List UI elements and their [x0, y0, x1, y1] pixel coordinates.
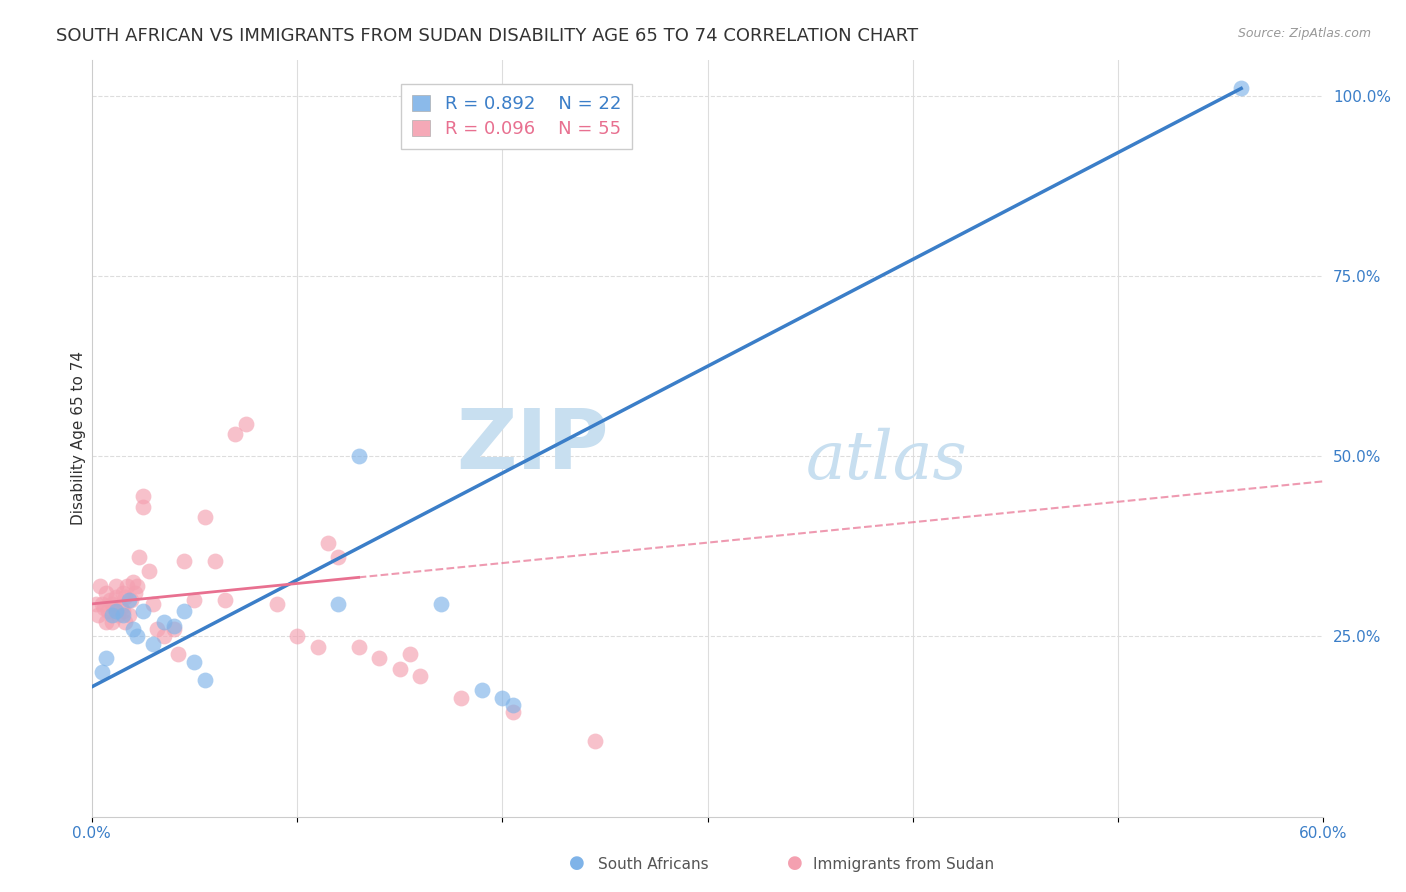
Point	[107, 607, 129, 622]
Point	[105, 579, 128, 593]
Point	[399, 648, 422, 662]
Point	[96, 586, 118, 600]
Point	[125, 629, 148, 643]
Point	[105, 590, 128, 604]
Point	[121, 622, 143, 636]
Point	[429, 597, 451, 611]
Point	[316, 535, 339, 549]
Point	[583, 734, 606, 748]
Text: Immigrants from Sudan: Immigrants from Sudan	[813, 857, 994, 872]
Point	[163, 622, 186, 636]
Point	[115, 579, 138, 593]
Point	[101, 597, 124, 611]
Point	[114, 615, 136, 629]
Point	[118, 593, 141, 607]
Point	[132, 604, 155, 618]
Point	[93, 600, 115, 615]
Point	[97, 604, 120, 618]
Text: ZIP: ZIP	[457, 405, 609, 486]
Point	[89, 579, 111, 593]
Point	[347, 640, 370, 655]
Text: South Africans: South Africans	[598, 857, 709, 872]
Text: Source: ZipAtlas.com: Source: ZipAtlas.com	[1237, 27, 1371, 40]
Point	[368, 651, 391, 665]
Point	[502, 705, 524, 719]
Point	[121, 575, 143, 590]
Point	[167, 648, 190, 662]
Point	[326, 597, 349, 611]
Point	[152, 615, 174, 629]
Point	[173, 604, 195, 618]
Point	[194, 673, 217, 687]
Point	[224, 427, 246, 442]
Point	[124, 586, 146, 600]
Point	[388, 662, 411, 676]
Point	[347, 449, 370, 463]
Point	[111, 586, 134, 600]
Point	[471, 683, 494, 698]
Point	[173, 554, 195, 568]
Point	[214, 593, 236, 607]
Text: SOUTH AFRICAN VS IMMIGRANTS FROM SUDAN DISABILITY AGE 65 TO 74 CORRELATION CHART: SOUTH AFRICAN VS IMMIGRANTS FROM SUDAN D…	[56, 27, 918, 45]
Point	[142, 636, 165, 650]
Point	[285, 629, 308, 643]
Point	[103, 600, 125, 615]
Point	[110, 600, 132, 615]
Point	[128, 550, 150, 565]
Point	[142, 597, 165, 611]
Point	[125, 579, 148, 593]
Point	[105, 604, 128, 618]
Text: ●: ●	[786, 855, 803, 872]
Legend: R = 0.892    N = 22, R = 0.096    N = 55: R = 0.892 N = 22, R = 0.096 N = 55	[401, 84, 631, 149]
Point	[266, 597, 288, 611]
Point	[87, 607, 110, 622]
Point	[114, 590, 136, 604]
Point	[132, 500, 155, 514]
Point	[84, 597, 107, 611]
Point	[502, 698, 524, 712]
Point	[194, 510, 217, 524]
Point	[450, 690, 472, 705]
Point	[491, 690, 513, 705]
Point	[307, 640, 329, 655]
Point	[1230, 81, 1253, 95]
Point	[98, 593, 121, 607]
Text: atlas: atlas	[806, 428, 967, 493]
Point	[235, 417, 257, 431]
Point	[120, 593, 142, 607]
Point	[96, 615, 118, 629]
Point	[204, 554, 226, 568]
Point	[118, 607, 141, 622]
Point	[132, 489, 155, 503]
Point	[91, 597, 114, 611]
Point	[111, 604, 134, 618]
Point	[163, 618, 186, 632]
Point	[138, 565, 160, 579]
Point	[91, 665, 114, 680]
Point	[101, 607, 124, 622]
Point	[96, 651, 118, 665]
Point	[152, 629, 174, 643]
Y-axis label: Disability Age 65 to 74: Disability Age 65 to 74	[72, 351, 86, 525]
Point	[146, 622, 169, 636]
Point	[409, 669, 432, 683]
Point	[101, 615, 124, 629]
Text: ●: ●	[568, 855, 585, 872]
Point	[111, 607, 134, 622]
Point	[183, 655, 205, 669]
Point	[183, 593, 205, 607]
Point	[326, 550, 349, 565]
